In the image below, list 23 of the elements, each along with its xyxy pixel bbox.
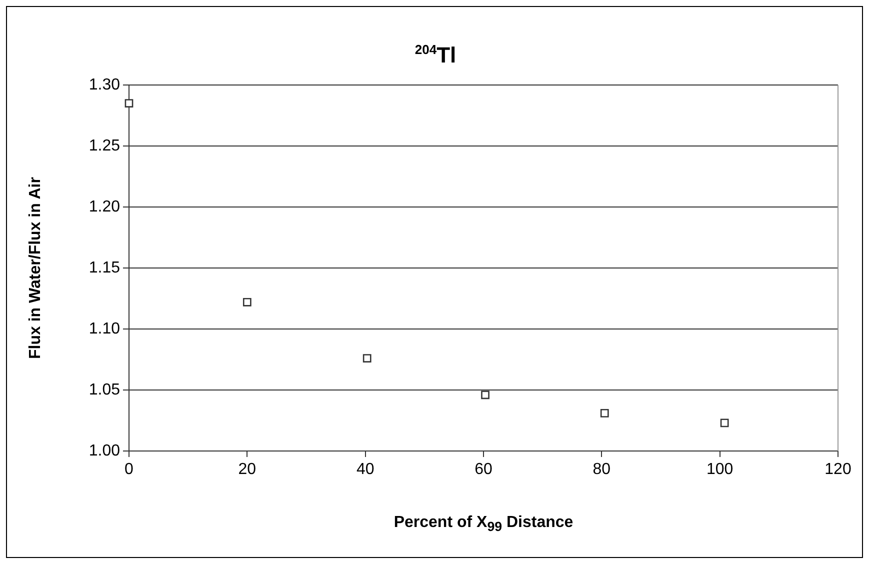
point [124, 99, 134, 108]
point [362, 354, 372, 362]
x-tick-label: 100 [706, 461, 734, 478]
x-tick-label: 20 [238, 461, 256, 478]
x-tick-label: 120 [824, 461, 852, 478]
y-tick-label: 1.10 [88, 320, 120, 338]
y-tick-label: 1.15 [88, 259, 120, 276]
y-tick-label: 1.05 [88, 381, 120, 398]
x-tick-label: 60 [474, 461, 492, 478]
y-tick-label: 1.00 [88, 442, 120, 460]
x-tick-label: 80 [592, 461, 611, 478]
chart-title: $^{204}$Tl [414, 42, 458, 68]
point [720, 418, 729, 428]
point [242, 298, 252, 306]
x-axis-title: Percent of X$_{99}$ Distance [392, 514, 574, 534]
x-tick-label: 0 [124, 461, 134, 478]
y-axis-title: Flux in Water/Flux in Air [27, 177, 45, 359]
y-tick-label: 1.25 [88, 137, 120, 154]
point [600, 408, 609, 418]
x-tick-label: 40 [356, 461, 374, 478]
y-tick-label: 1.30 [88, 76, 120, 94]
point [481, 390, 490, 400]
y-tick-label: 1.20 [88, 198, 120, 216]
